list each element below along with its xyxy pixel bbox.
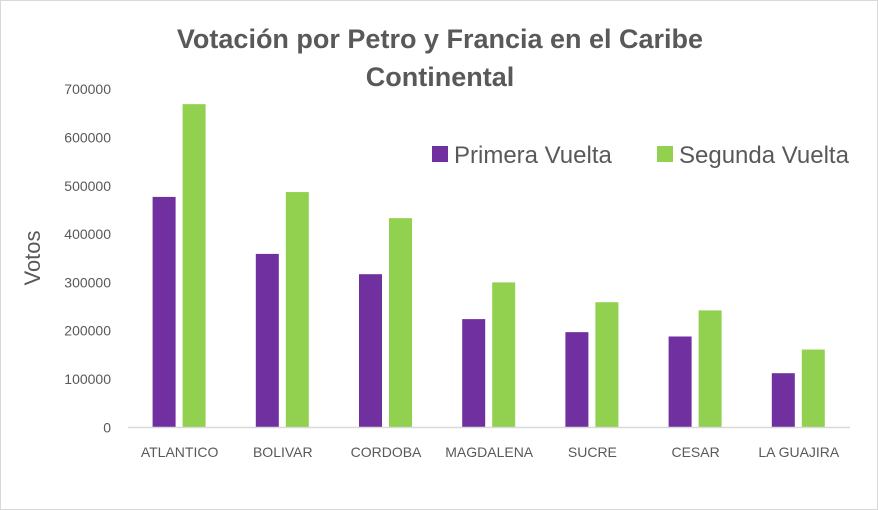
legend-label: Segunda Vuelta xyxy=(679,142,850,169)
legend-swatch xyxy=(657,146,673,162)
bar-cordoba-primera-vuelta xyxy=(359,274,382,428)
y-tick-label: 400000 xyxy=(64,226,111,242)
x-tick-label: ATLANTICO xyxy=(141,444,219,460)
x-tick-label: SUCRE xyxy=(568,444,617,460)
bar-sucre-primera-vuelta xyxy=(565,332,589,428)
legend-label: Primera Vuelta xyxy=(454,142,612,169)
y-tick-label: 500000 xyxy=(64,178,111,194)
chart-title-line-1: Votación por Petro y Francia en el Carib… xyxy=(177,24,703,54)
y-tick-label: 700000 xyxy=(64,81,111,97)
y-tick-label: 300000 xyxy=(64,274,111,290)
x-tick-label: LA GUAJIRA xyxy=(758,444,840,460)
y-tick-label: 600000 xyxy=(64,130,111,146)
y-axis-label: Votos xyxy=(20,230,45,285)
x-tick-label: BOLIVAR xyxy=(253,444,313,460)
bar-la-guajira-segunda-vuelta xyxy=(801,349,825,428)
bar-magdalena-primera-vuelta xyxy=(462,319,486,428)
y-tick-label: 100000 xyxy=(64,371,111,387)
bar-cordoba-segunda-vuelta xyxy=(389,218,412,428)
y-tick-label: 200000 xyxy=(64,323,111,339)
bar-bolivar-segunda-vuelta xyxy=(285,192,309,428)
bar-bolivar-primera-vuelta xyxy=(255,253,279,428)
bar-cesar-segunda-vuelta xyxy=(698,310,722,428)
x-tick-label: CESAR xyxy=(671,444,719,460)
bar-atlantico-segunda-vuelta xyxy=(182,104,206,428)
x-tick-label: CORDOBA xyxy=(351,444,422,460)
bar-magdalena-segunda-vuelta xyxy=(492,282,516,428)
legend-swatch xyxy=(432,146,448,162)
y-tick-label: 0 xyxy=(103,419,111,435)
x-tick-label: MAGDALENA xyxy=(445,444,534,460)
bar-sucre-segunda-vuelta xyxy=(595,302,619,428)
bar-cesar-primera-vuelta xyxy=(668,336,692,428)
bar-atlantico-primera-vuelta xyxy=(152,196,176,428)
chart-title-line-2: Continental xyxy=(366,62,515,92)
bar-la-guajira-primera-vuelta xyxy=(771,373,795,428)
